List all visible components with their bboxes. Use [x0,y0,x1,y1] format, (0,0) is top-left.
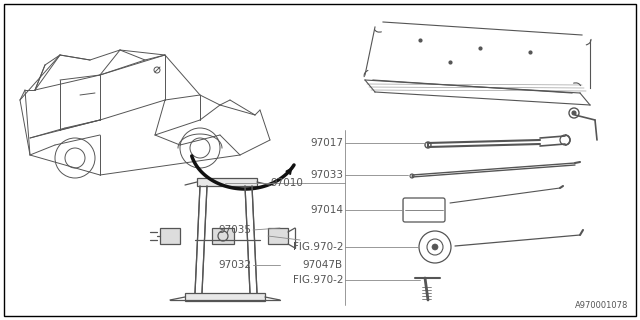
Bar [268,228,288,244]
Text: FIG.970-2: FIG.970-2 [292,242,343,252]
Text: 97033: 97033 [310,170,343,180]
Circle shape [432,244,438,250]
Text: 97017: 97017 [310,138,343,148]
Bar [197,178,257,186]
Text: 97035: 97035 [218,225,251,235]
Text: 97014: 97014 [310,205,343,215]
Text: 97010: 97010 [270,178,303,188]
Text: FIG.970-2: FIG.970-2 [292,275,343,285]
Bar [185,293,265,301]
Text: 97047B: 97047B [302,260,342,270]
Text: 97032: 97032 [218,260,251,270]
Text: A970001078: A970001078 [575,301,628,310]
Bar [212,228,234,244]
Bar [160,228,180,244]
Circle shape [572,111,576,115]
